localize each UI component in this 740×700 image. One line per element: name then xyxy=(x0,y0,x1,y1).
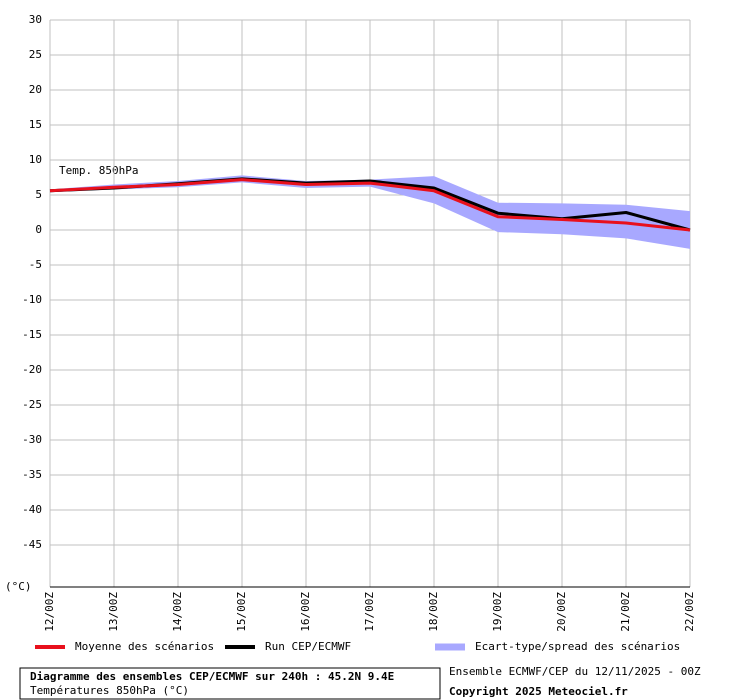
y-tick-label: -5 xyxy=(29,258,42,271)
x-tick-label: 13/00Z xyxy=(107,592,120,632)
y-tick-label: 5 xyxy=(35,188,42,201)
y-tick-label: 20 xyxy=(29,83,42,96)
series-line xyxy=(49,178,691,232)
x-tick-label: 22/00Z xyxy=(683,592,696,632)
y-tick-label: 15 xyxy=(29,118,42,131)
x-tick-label: 14/00Z xyxy=(171,592,184,632)
x-tick-label: 15/00Z xyxy=(235,592,248,632)
legend-label: Moyenne des scénarios xyxy=(75,640,214,653)
annotation: Temp. 850hPa xyxy=(59,164,138,177)
footer-box xyxy=(19,667,441,700)
y-unit: (°C) xyxy=(5,580,32,593)
spread-band xyxy=(50,175,690,249)
x-tick-label: 18/00Z xyxy=(427,592,440,632)
x-tick-label: 20/00Z xyxy=(555,592,568,632)
y-tick-label: -25 xyxy=(22,398,42,411)
y-tick-label: 0 xyxy=(35,223,42,236)
y-tick-label: -35 xyxy=(22,468,42,481)
y-tick-label: 25 xyxy=(29,48,42,61)
x-tick-label: 17/00Z xyxy=(363,592,376,632)
legend-label: Run CEP/ECMWF xyxy=(265,640,351,653)
x-tick-label: 19/00Z xyxy=(491,592,504,632)
y-tick-label: 10 xyxy=(29,153,42,166)
y-tick-label: -20 xyxy=(22,363,42,376)
footer-title: Diagramme des ensembles CEP/ECMWF sur 24… xyxy=(30,670,394,683)
legend-label: Ecart-type/spread des scénarios xyxy=(475,640,680,653)
x-tick-label: 16/00Z xyxy=(299,592,312,632)
y-tick-label: -15 xyxy=(22,328,42,341)
y-tick-label: -40 xyxy=(22,503,42,516)
y-tick-label: -30 xyxy=(22,433,42,446)
y-tick-label: -10 xyxy=(22,293,42,306)
x-tick-label: 12/00Z xyxy=(43,592,56,632)
y-tick-label: -45 xyxy=(22,538,42,551)
footer-subtitle: Températures 850hPa (°C) xyxy=(30,684,189,697)
footer-copyright: Copyright 2025 Meteociel.fr xyxy=(449,685,628,698)
y-tick-label: 30 xyxy=(29,13,42,26)
x-tick-label: 21/00Z xyxy=(619,592,632,632)
footer-run: Ensemble ECMWF/CEP du 12/11/2025 - 00Z xyxy=(449,665,701,678)
